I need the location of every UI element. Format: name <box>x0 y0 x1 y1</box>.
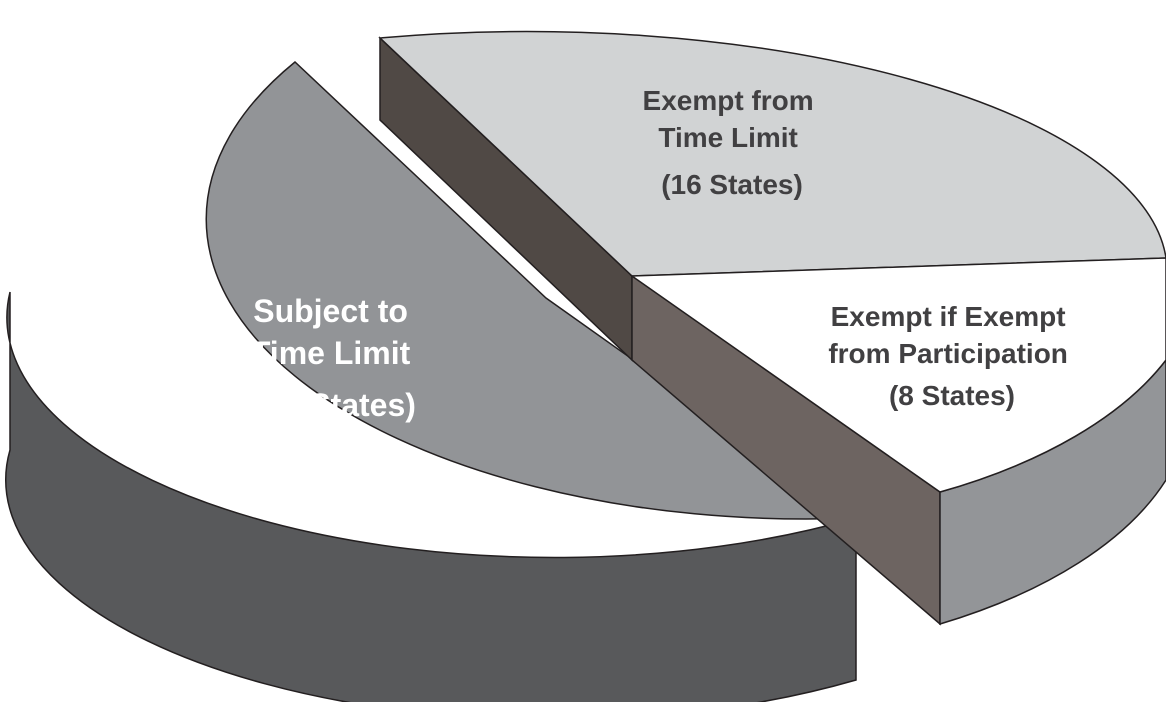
slice-label-exempt-part: Exempt if Exempt from Participation (8 S… <box>828 301 1075 411</box>
slice-label-subject-line-1: Subject to <box>253 293 408 329</box>
slice-label-exempt-part-line-1: Exempt if Exempt <box>831 301 1066 332</box>
slice-label-exempt-time-line-2: Time Limit <box>658 122 798 153</box>
slice-label-exempt-time-line-1: Exempt from <box>643 85 814 116</box>
pie-slice-exempt-from-time-limit: Exempt from Time Limit (16 States) <box>378 30 1166 362</box>
slice-label-subject-line-2: Time Limit <box>251 335 411 371</box>
slice-label-subject-line-3: (26 States) <box>254 387 416 423</box>
slice-label-subject: Subject to Time Limit (26 States) <box>251 293 419 423</box>
slice-exempt-time-top <box>378 30 1166 277</box>
slice-label-exempt-part-line-2: from Participation <box>828 338 1068 369</box>
slice-subject-side <box>5 291 857 702</box>
pie-slice-exempt-if-exempt-from-participation: Exempt if Exempt from Participation (8 S… <box>629 257 1166 626</box>
slice-label-exempt-time-line-3: (16 States) <box>661 169 803 200</box>
slice-exempt-part-top <box>629 257 1166 493</box>
slice-label-exempt-part-line-3: (8 States) <box>889 380 1015 411</box>
slice-label-exempt-time: Exempt from Time Limit (16 States) <box>643 85 822 200</box>
